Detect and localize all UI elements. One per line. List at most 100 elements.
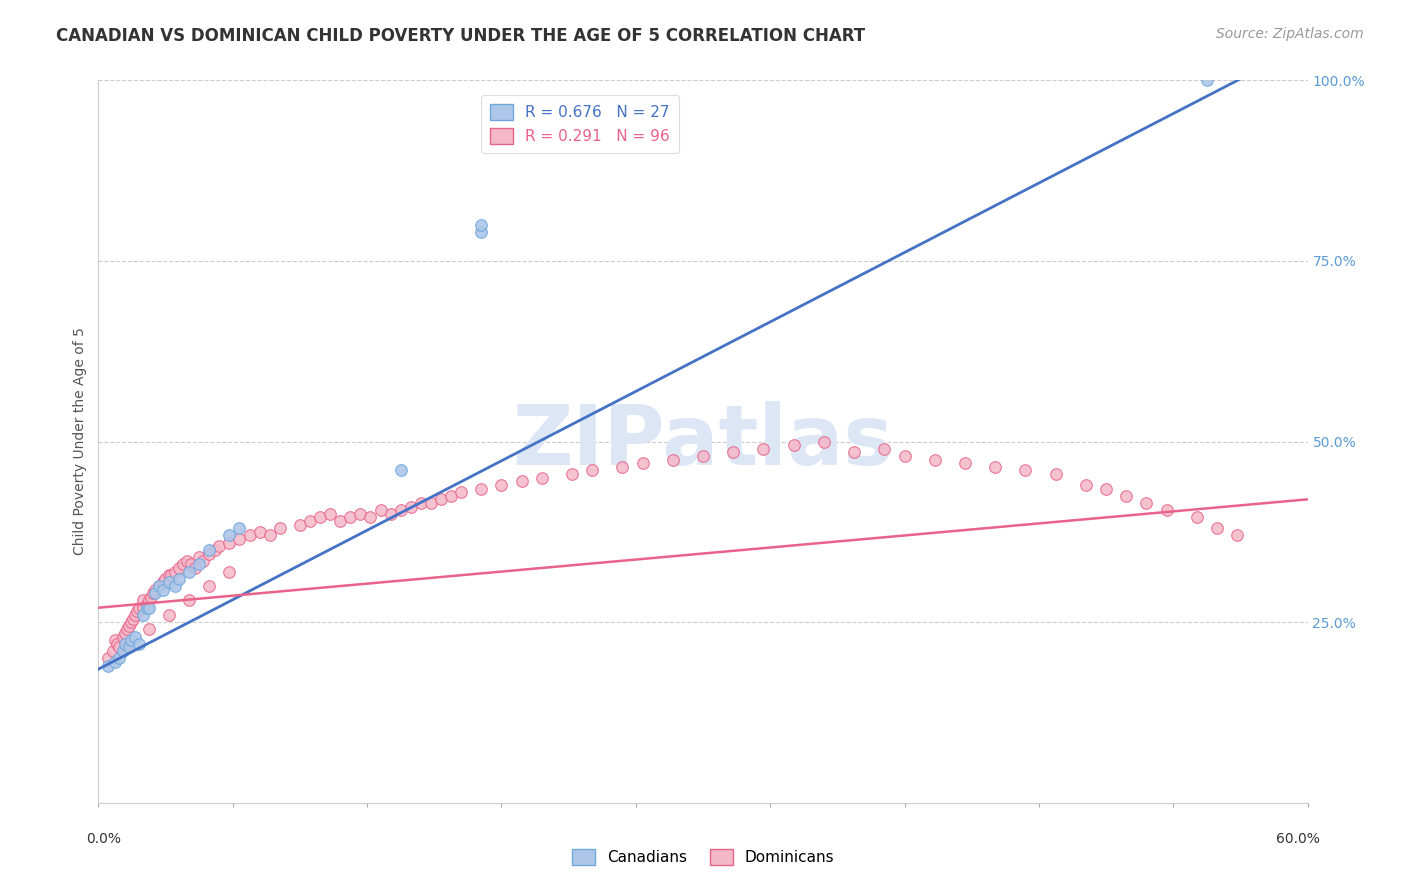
Point [1095, 482, 1118, 496]
Point [153, 572, 176, 586]
Point [420, 496, 443, 510]
Point [107, 651, 129, 665]
Legend: Canadians, Dominicans: Canadians, Dominicans [565, 843, 841, 871]
Point [1206, 521, 1229, 535]
Point [132, 593, 155, 607]
Point [259, 528, 281, 542]
Point [218, 528, 240, 542]
Point [172, 558, 194, 572]
Point [269, 521, 291, 535]
Point [561, 467, 583, 481]
Point [612, 459, 634, 474]
Point [152, 575, 174, 590]
Point [128, 637, 150, 651]
Point [752, 442, 775, 456]
Point [105, 637, 128, 651]
Point [157, 575, 180, 590]
Point [1045, 467, 1067, 481]
Point [132, 600, 155, 615]
Point [1185, 510, 1208, 524]
Point [114, 637, 136, 651]
Text: ZIPatlas: ZIPatlas [513, 401, 893, 482]
Point [924, 452, 946, 467]
Point [188, 558, 211, 572]
Point [1226, 528, 1249, 542]
Point [124, 607, 146, 622]
Point [319, 507, 342, 521]
Point [510, 475, 533, 489]
Point [440, 489, 463, 503]
Point [114, 626, 136, 640]
Text: 60.0%: 60.0% [1275, 831, 1320, 846]
Point [138, 600, 160, 615]
Point [370, 503, 392, 517]
Point [142, 586, 165, 600]
Point [157, 607, 180, 622]
Point [118, 637, 141, 651]
Point [893, 449, 915, 463]
Point [239, 528, 262, 542]
Point [138, 623, 160, 637]
Point [349, 507, 371, 521]
Point [783, 438, 806, 452]
Point [97, 658, 120, 673]
Point [115, 623, 138, 637]
Point [163, 579, 186, 593]
Point [208, 539, 231, 553]
Point [167, 572, 190, 586]
Point [157, 568, 180, 582]
Point [470, 482, 492, 496]
Point [138, 593, 160, 607]
Point [873, 442, 896, 456]
Point [107, 640, 129, 655]
Text: CANADIAN VS DOMINICAN CHILD POVERTY UNDER THE AGE OF 5 CORRELATION CHART: CANADIAN VS DOMINICAN CHILD POVERTY UNDE… [56, 27, 865, 45]
Point [204, 542, 226, 557]
Point [103, 655, 125, 669]
Point [844, 445, 866, 459]
Point [228, 532, 250, 546]
Point [179, 593, 201, 607]
Point [143, 582, 166, 597]
Point [218, 565, 240, 579]
Point [389, 463, 412, 477]
Point [661, 452, 683, 467]
Point [179, 565, 201, 579]
Point [139, 590, 162, 604]
Point [1135, 496, 1157, 510]
Point [228, 521, 250, 535]
Point [184, 561, 207, 575]
Point [723, 445, 745, 459]
Point [120, 615, 142, 630]
Point [813, 434, 835, 449]
Point [135, 600, 157, 615]
Point [101, 644, 124, 658]
Point [953, 456, 976, 470]
Point [360, 510, 382, 524]
Y-axis label: Child Poverty Under the Age of 5: Child Poverty Under the Age of 5 [73, 327, 87, 556]
Text: Source: ZipAtlas.com: Source: ZipAtlas.com [1216, 27, 1364, 41]
Point [309, 510, 332, 524]
Point [111, 630, 134, 644]
Point [198, 579, 221, 593]
Point [118, 619, 141, 633]
Point [198, 547, 221, 561]
Point [124, 630, 146, 644]
Point [148, 579, 170, 593]
Point [1195, 73, 1218, 87]
Point [288, 517, 311, 532]
Point [160, 568, 183, 582]
Point [692, 449, 714, 463]
Point [329, 514, 352, 528]
Text: 0.0%: 0.0% [86, 831, 121, 846]
Point [188, 550, 211, 565]
Point [399, 500, 422, 514]
Point [143, 586, 166, 600]
Point [631, 456, 654, 470]
Point [984, 459, 1007, 474]
Point [430, 492, 453, 507]
Point [249, 524, 271, 539]
Point [103, 633, 125, 648]
Point [1115, 489, 1137, 503]
Point [339, 510, 361, 524]
Point [530, 470, 553, 484]
